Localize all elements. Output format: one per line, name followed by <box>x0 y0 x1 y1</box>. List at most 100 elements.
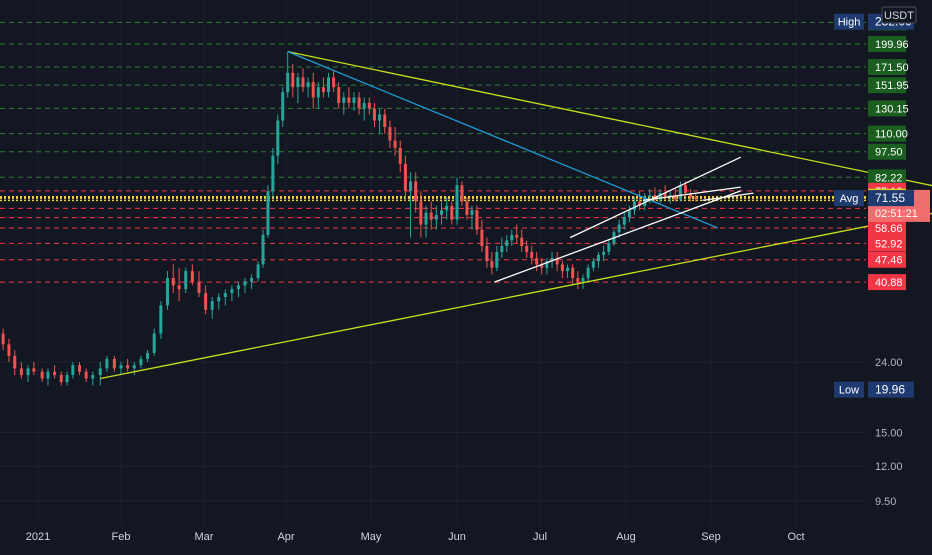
candle-body <box>26 368 30 376</box>
trendlines <box>100 51 932 380</box>
currency-label: USDT <box>884 10 914 22</box>
time-axis-label: May <box>361 531 382 543</box>
candle-body <box>197 281 201 294</box>
candle-body <box>19 368 23 376</box>
price-tag-label: 151.95 <box>875 80 909 92</box>
high-marker-name-bg <box>834 13 864 30</box>
candle-body <box>236 285 240 290</box>
price-tag-background <box>868 77 906 94</box>
candle-body <box>266 191 270 235</box>
candle-body <box>525 246 529 252</box>
candle-body <box>286 72 290 93</box>
candle-body <box>7 344 11 356</box>
candle-body <box>347 97 351 103</box>
candle-body <box>78 365 81 372</box>
candle-body <box>403 163 407 192</box>
candle-body <box>510 234 514 241</box>
candle-body <box>460 185 464 202</box>
candle-body <box>59 375 63 383</box>
candle-body <box>445 205 449 211</box>
candle-body <box>112 358 116 369</box>
candle-body <box>357 97 361 109</box>
candle-body <box>321 87 325 93</box>
candle-body <box>352 97 356 103</box>
candle-body <box>40 371 44 379</box>
price-tag-label: 97.50 <box>875 147 903 159</box>
candle-body <box>311 82 315 98</box>
candle-body <box>530 251 534 259</box>
price-tag-background <box>868 59 906 76</box>
candle-body <box>429 212 433 220</box>
price-tag-background <box>868 251 906 268</box>
candle-body <box>684 185 687 194</box>
time-axis-label: Feb <box>112 531 131 543</box>
candle-body <box>500 246 504 252</box>
candle-body <box>485 246 489 262</box>
candle-body <box>455 185 459 220</box>
candle-body <box>32 368 36 372</box>
candle-body <box>465 201 469 215</box>
candle-body <box>105 358 109 369</box>
candle-body <box>576 278 580 282</box>
candle-body <box>276 120 280 156</box>
price-tag-background <box>868 274 906 291</box>
candle-body <box>159 305 163 334</box>
high-marker-name: High <box>838 17 861 29</box>
price-tag-label: 12.00 <box>875 461 903 473</box>
candle-body <box>337 87 341 103</box>
currency-badge: USDT <box>881 6 917 24</box>
candle-body <box>424 212 428 225</box>
candle-body <box>596 254 600 262</box>
price-tag-label: 130.15 <box>875 103 909 115</box>
candle-body <box>1 333 5 345</box>
candle-body <box>243 281 247 286</box>
candle-body <box>223 293 227 298</box>
candle-body <box>146 352 150 359</box>
candle-body <box>152 333 156 353</box>
price-tag-label: 40.88 <box>875 277 903 289</box>
candle-body <box>694 197 698 199</box>
trendline-blue-diagonal <box>287 51 719 229</box>
candle-body <box>84 371 88 379</box>
candle-body <box>627 210 631 218</box>
candle-body <box>13 355 17 369</box>
trendline-white-channel-lower <box>494 190 741 283</box>
time-axis-label: Sep <box>701 531 721 543</box>
candle-body <box>291 72 295 88</box>
candle-body <box>643 197 647 206</box>
candle-body <box>505 240 509 247</box>
candle-body <box>673 195 677 200</box>
price-tag-background <box>868 36 906 52</box>
candle-body <box>622 217 626 225</box>
candle-body <box>316 87 320 98</box>
horizontal-levels <box>0 21 866 283</box>
avg-marker-value-bg <box>868 190 914 207</box>
candle-body <box>571 267 575 279</box>
candle-body <box>372 108 376 121</box>
candle-body <box>271 155 275 192</box>
trendline-lower-yellow <box>100 212 932 380</box>
low-marker-value: 19.96 <box>875 383 905 397</box>
time-axis-label: 2021 <box>26 531 50 543</box>
candle-body <box>53 371 57 376</box>
candle-body <box>515 234 519 238</box>
candle-body <box>566 267 570 272</box>
trendline-upper-yellow <box>287 51 932 187</box>
price-tag-background <box>868 219 906 236</box>
candle-body <box>250 278 254 282</box>
time-axis[interactable]: 2021 Feb Mar Apr May Jun Jul Aug Sep Oct <box>26 531 805 543</box>
price-tag-label: 24.00 <box>875 357 903 369</box>
candle-body <box>419 201 423 225</box>
candle-body <box>555 258 559 265</box>
candle-body <box>256 264 260 279</box>
candle-body <box>550 258 554 262</box>
candle-body <box>190 271 194 282</box>
candle-body <box>689 193 693 198</box>
candle-body <box>470 210 474 215</box>
time-axis-label: Aug <box>616 531 636 543</box>
candle-body <box>591 261 595 268</box>
candle-body <box>332 77 336 88</box>
candle-body <box>490 261 494 268</box>
